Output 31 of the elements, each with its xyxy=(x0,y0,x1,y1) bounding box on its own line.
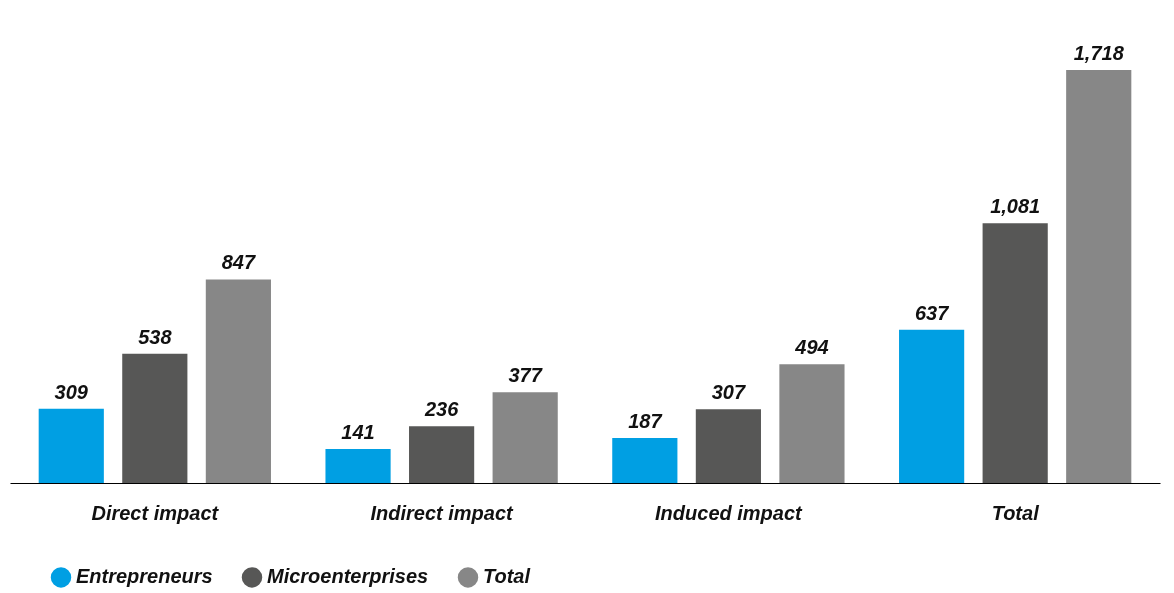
x-tick-label: Total xyxy=(991,501,1040,524)
data-label: 141 xyxy=(341,421,375,444)
data-label: 187 xyxy=(628,410,663,433)
bar xyxy=(695,409,761,483)
data-label: 377 xyxy=(508,364,543,387)
data-label: 307 xyxy=(711,381,746,404)
data-label: 538 xyxy=(138,325,173,348)
bar xyxy=(325,449,391,483)
data-label: 236 xyxy=(423,398,460,421)
bar xyxy=(779,364,845,483)
data-label: 1,081 xyxy=(990,195,1041,218)
bar xyxy=(899,329,965,483)
bar xyxy=(38,408,104,483)
data-label: 309 xyxy=(54,380,89,403)
bar xyxy=(982,223,1048,483)
data-label: 1,718 xyxy=(1073,42,1125,64)
bar xyxy=(492,392,558,483)
x-tick-label: Direct impact xyxy=(91,501,220,524)
legend-label: Microenterprises xyxy=(267,565,429,588)
data-label: 637 xyxy=(914,301,950,324)
legend-label: Entrepreneurs xyxy=(76,565,213,588)
bar xyxy=(409,426,475,483)
x-tick-label: Induced impact xyxy=(655,501,804,524)
legend-label: Total xyxy=(483,565,531,588)
bar xyxy=(205,279,271,483)
bar xyxy=(1066,70,1132,483)
bar xyxy=(612,438,678,483)
bar xyxy=(122,353,188,483)
data-label: 494 xyxy=(794,336,829,359)
data-label: 847 xyxy=(221,251,256,274)
x-tick-label: Indirect impact xyxy=(370,501,515,524)
